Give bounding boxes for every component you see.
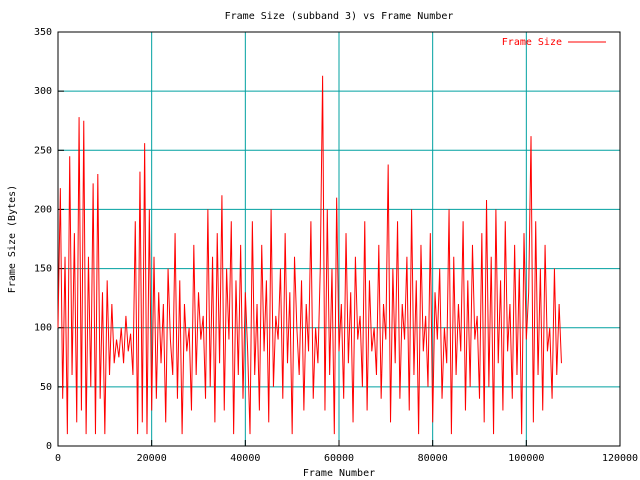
- y-tick-label: 0: [46, 441, 52, 452]
- y-tick-label: 250: [34, 145, 52, 156]
- x-tick-label: 0: [55, 453, 61, 464]
- y-axis-label: Frame Size (Bytes): [7, 185, 18, 293]
- y-tick-label: 200: [34, 204, 52, 215]
- x-tick-label: 80000: [418, 453, 448, 464]
- legend-label: Frame Size: [502, 37, 562, 48]
- y-tick-label: 50: [40, 382, 52, 393]
- y-tick-label: 350: [34, 27, 52, 38]
- data-line: [57, 75, 562, 435]
- x-tick-label: 120000: [602, 453, 638, 464]
- chart-title: Frame Size (subband 3) vs Frame Number: [225, 11, 454, 22]
- plot-border: [57, 31, 621, 447]
- x-tick-label: 100000: [508, 453, 544, 464]
- y-tick-label: 150: [34, 264, 52, 275]
- x-tick-label: 60000: [324, 453, 354, 464]
- y-tick-label: 300: [34, 86, 52, 97]
- y-tick-label: 100: [34, 323, 52, 334]
- x-axis-label: Frame Number: [303, 468, 375, 479]
- x-tick-label: 40000: [230, 453, 260, 464]
- x-tick-label: 20000: [137, 453, 167, 464]
